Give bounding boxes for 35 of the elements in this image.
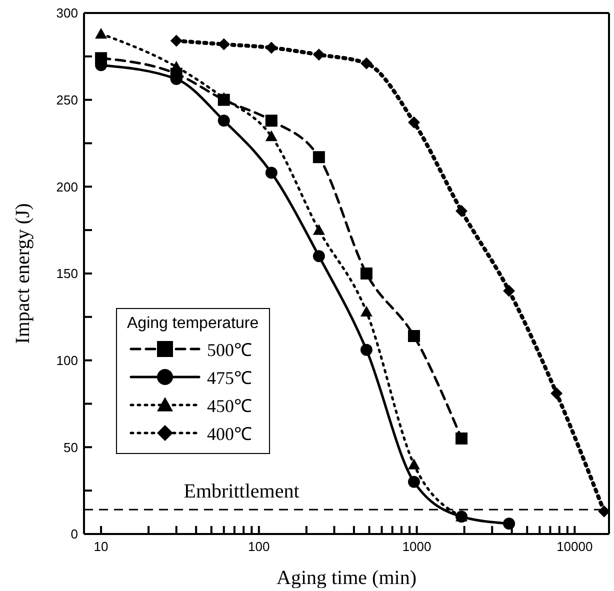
- legend-label: 475℃: [207, 367, 252, 389]
- point: [170, 60, 182, 72]
- y-axis-title: Impact energy (J): [12, 203, 34, 344]
- point: [312, 224, 325, 235]
- point: [360, 344, 372, 356]
- point: [218, 114, 230, 127]
- x-tick-label: 10000: [556, 539, 593, 554]
- legend-title: Aging temperature: [127, 315, 259, 333]
- y-tick-label: 200: [56, 179, 78, 194]
- point: [265, 166, 278, 179]
- y-tick-label: 50: [64, 440, 78, 455]
- legend-label: 400℃: [207, 423, 252, 445]
- y-tick-label: 250: [56, 92, 78, 108]
- y-tick-label: 150: [56, 266, 78, 282]
- point: [360, 268, 372, 280]
- point: [408, 330, 420, 342]
- x-tick-label: 1000: [402, 539, 432, 554]
- point: [360, 306, 372, 317]
- legend-label: 450℃: [207, 395, 252, 417]
- point: [456, 432, 468, 444]
- point: [503, 518, 516, 530]
- y-tick-label: 100: [56, 352, 78, 368]
- point: [408, 476, 420, 488]
- y-tick-label: 300: [56, 6, 78, 21]
- x-tick-label: 100: [248, 539, 270, 554]
- legend-label: 500℃: [207, 339, 252, 361]
- x-tick-label: 10: [94, 539, 108, 554]
- point: [312, 250, 325, 262]
- point: [265, 114, 278, 127]
- point: [265, 130, 278, 142]
- y-tick-label: 0: [70, 526, 78, 542]
- point: [312, 151, 325, 164]
- x-axis-title: Aging time (min): [276, 567, 416, 589]
- ref-line-label: Embrittlement: [184, 480, 300, 503]
- point: [408, 458, 420, 470]
